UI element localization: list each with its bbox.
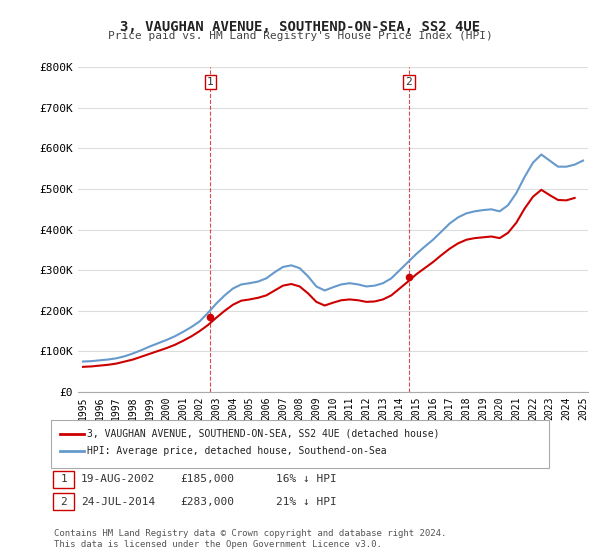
Point xyxy=(205,312,215,321)
Text: 1: 1 xyxy=(207,77,214,87)
Text: 21% ↓ HPI: 21% ↓ HPI xyxy=(276,497,337,507)
Text: 16% ↓ HPI: 16% ↓ HPI xyxy=(276,474,337,484)
Text: 2: 2 xyxy=(60,497,67,507)
Text: £283,000: £283,000 xyxy=(180,497,234,507)
Text: Contains HM Land Registry data © Crown copyright and database right 2024.
This d: Contains HM Land Registry data © Crown c… xyxy=(54,529,446,549)
Text: Price paid vs. HM Land Registry's House Price Index (HPI): Price paid vs. HM Land Registry's House … xyxy=(107,31,493,41)
Text: 19-AUG-2002: 19-AUG-2002 xyxy=(81,474,155,484)
Text: 2: 2 xyxy=(406,77,412,87)
Text: 3, VAUGHAN AVENUE, SOUTHEND-ON-SEA, SS2 4UE: 3, VAUGHAN AVENUE, SOUTHEND-ON-SEA, SS2 … xyxy=(120,20,480,34)
Point xyxy=(404,273,414,282)
Text: 1: 1 xyxy=(60,474,67,484)
Text: £185,000: £185,000 xyxy=(180,474,234,484)
Text: 24-JUL-2014: 24-JUL-2014 xyxy=(81,497,155,507)
Text: HPI: Average price, detached house, Southend-on-Sea: HPI: Average price, detached house, Sout… xyxy=(87,446,386,456)
Text: 3, VAUGHAN AVENUE, SOUTHEND-ON-SEA, SS2 4UE (detached house): 3, VAUGHAN AVENUE, SOUTHEND-ON-SEA, SS2 … xyxy=(87,429,439,439)
